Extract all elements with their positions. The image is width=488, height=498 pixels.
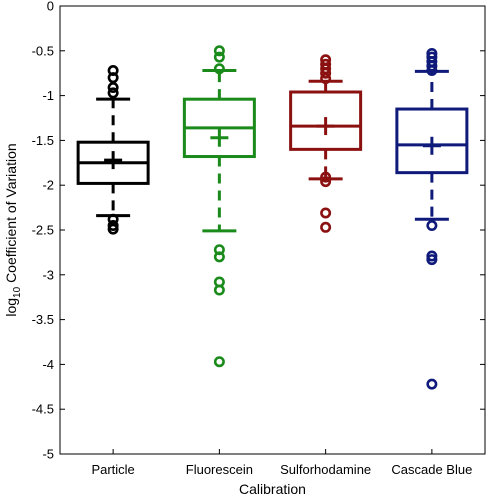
- box-fluorescein: [182, 45, 256, 368]
- x-tick-label: Particle: [91, 462, 134, 477]
- outlier-point: [213, 284, 225, 296]
- x-axis-label: Calibration: [239, 481, 306, 497]
- outlier-point: [320, 171, 332, 183]
- y-tick-label: -3: [42, 267, 54, 282]
- outlier-point: [426, 254, 438, 266]
- y-axis-label-main: log: [3, 298, 19, 317]
- y-tick-label: -0.5: [32, 43, 54, 58]
- outlier-point: [320, 63, 332, 75]
- y-tick-label: -5: [42, 447, 54, 462]
- y-tick-label: -1.5: [32, 133, 54, 148]
- outlier-point: [320, 221, 332, 233]
- x-tick-label: Sulforhodamine: [280, 462, 371, 477]
- outlier-point: [320, 73, 332, 85]
- box-cascade-blue: [395, 47, 469, 390]
- y-axis-label: log10 Coefficient of Variation: [3, 143, 23, 316]
- outlier-point: [107, 220, 119, 232]
- x-tick-label: Fluorescein: [186, 462, 253, 477]
- y-axis-label-rest: Coefficient of Variation: [3, 143, 19, 286]
- outlier-point: [107, 82, 119, 94]
- outlier-point: [426, 378, 438, 390]
- outlier-point: [213, 51, 225, 63]
- outlier-point: [426, 250, 438, 262]
- y-tick-label: -1: [42, 88, 54, 103]
- outlier-point: [320, 176, 332, 188]
- outlier-point: [426, 220, 438, 232]
- outlier-point: [213, 251, 225, 263]
- outlier-point: [426, 60, 438, 72]
- outlier-point: [107, 223, 119, 235]
- y-tick-label: -4.5: [32, 402, 54, 417]
- plot-area: [59, 5, 486, 455]
- y-tick-label: -4: [42, 357, 54, 372]
- y-tick-label: 0: [47, 0, 54, 14]
- y-tick-label: -2.5: [32, 223, 54, 238]
- outlier-point: [426, 65, 438, 77]
- outlier-point: [320, 207, 332, 219]
- y-tick-label: -2: [42, 178, 54, 193]
- outlier-point: [107, 87, 119, 99]
- outlier-point: [107, 72, 119, 84]
- box-sulforhodamine: [289, 54, 363, 233]
- outlier-point: [107, 213, 119, 225]
- outlier-point: [213, 63, 225, 75]
- outlier-point: [213, 356, 225, 368]
- y-axis: 0 -0.5 -1 -1.5 -2 -2.5 -3 -3.5 -4 -4.5 -5: [32, 0, 485, 462]
- outlier-point: [213, 45, 225, 57]
- box-series: [76, 45, 469, 390]
- y-axis-label-subscript: 10: [12, 286, 23, 298]
- y-tick-label: -3.5: [32, 312, 54, 327]
- x-axis: Particle Fluorescein Sulforhodamine Cascade…: [91, 449, 472, 477]
- outlier-point: [320, 67, 332, 79]
- box-particle: [76, 65, 150, 235]
- x-tick-label: Cascade Blue: [391, 462, 472, 477]
